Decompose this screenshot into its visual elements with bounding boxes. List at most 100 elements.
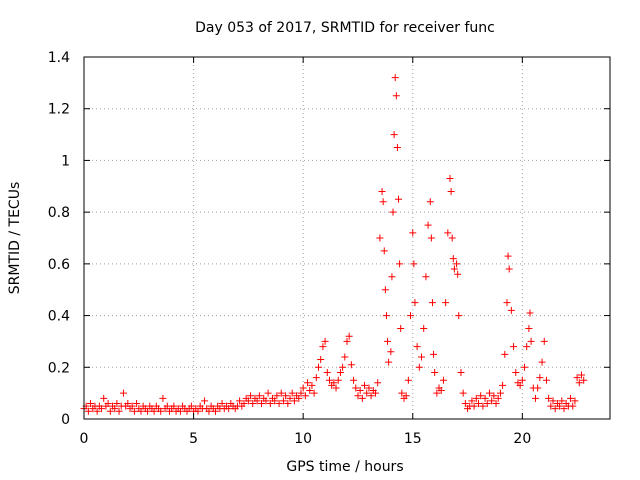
chart-title: Day 053 of 2017, SRMTID for receiver fun… xyxy=(195,20,495,36)
data-point xyxy=(393,144,401,151)
data-point xyxy=(494,394,502,402)
data-point xyxy=(407,312,415,320)
data-point xyxy=(410,260,418,268)
data-point xyxy=(488,397,496,405)
gridlines xyxy=(84,57,610,419)
data-point xyxy=(376,234,384,242)
data-point xyxy=(481,394,489,402)
data-point xyxy=(510,343,518,351)
data-point xyxy=(449,255,457,263)
data-point xyxy=(236,397,244,405)
data-point xyxy=(104,399,112,407)
data-point xyxy=(573,374,581,382)
data-point xyxy=(273,392,281,400)
data-point xyxy=(388,273,396,281)
data-point xyxy=(382,312,390,320)
data-point xyxy=(137,407,145,415)
data-point xyxy=(453,260,461,268)
data-point xyxy=(492,399,500,407)
y-tick-label: 0.8 xyxy=(48,205,70,221)
data-point xyxy=(475,399,482,407)
data-point xyxy=(472,394,480,402)
data-point xyxy=(115,407,123,415)
data-point xyxy=(194,407,202,415)
data-point xyxy=(282,392,290,400)
data-point xyxy=(518,376,526,384)
data-point xyxy=(358,394,366,402)
data-point xyxy=(100,394,108,402)
data-point xyxy=(379,198,387,206)
data-point xyxy=(501,350,509,358)
data-point xyxy=(352,384,360,392)
data-point xyxy=(319,343,327,351)
data-point xyxy=(339,363,347,371)
data-point xyxy=(176,407,184,415)
data-point xyxy=(418,353,426,361)
data-point xyxy=(128,402,136,410)
data-point xyxy=(402,392,410,400)
data-point xyxy=(427,234,435,242)
data-point xyxy=(332,384,340,392)
data-point xyxy=(84,407,92,415)
data-point xyxy=(240,399,248,407)
data-point xyxy=(433,389,441,397)
data-point xyxy=(218,399,226,407)
data-point xyxy=(225,405,233,413)
x-tick-label: 5 xyxy=(189,431,198,447)
data-point xyxy=(330,379,338,387)
data-point xyxy=(279,397,287,405)
data-point xyxy=(380,247,388,255)
data-point xyxy=(551,405,559,413)
data-point xyxy=(365,384,373,392)
data-point xyxy=(343,337,351,345)
data-point xyxy=(516,381,524,389)
data-point xyxy=(277,389,285,397)
data-point xyxy=(304,379,312,387)
data-point xyxy=(87,399,95,407)
data-point xyxy=(450,265,458,273)
data-point xyxy=(205,407,213,415)
data-point xyxy=(567,394,575,402)
data-point xyxy=(381,286,389,294)
data-point xyxy=(266,399,274,407)
data-point xyxy=(490,392,498,400)
data-point xyxy=(286,394,294,402)
data-point xyxy=(525,325,533,332)
data-point xyxy=(428,299,436,307)
data-point xyxy=(255,392,263,400)
data-point xyxy=(264,389,272,397)
data-point xyxy=(420,325,428,332)
data-point xyxy=(336,368,344,376)
data-point xyxy=(312,374,320,382)
data-point xyxy=(297,389,305,397)
data-point xyxy=(106,407,114,415)
data-point xyxy=(477,392,485,400)
data-point xyxy=(468,397,476,405)
data-point xyxy=(431,368,439,376)
data-point xyxy=(244,397,252,405)
data-point xyxy=(301,392,309,400)
data-point xyxy=(295,394,303,402)
data-point xyxy=(479,402,487,410)
data-point xyxy=(444,229,452,237)
data-point xyxy=(404,376,412,384)
data-point xyxy=(454,270,462,278)
data-point xyxy=(133,399,141,407)
data-point xyxy=(385,358,393,366)
data-point xyxy=(350,376,358,384)
data-point xyxy=(521,363,529,371)
x-tick-label: 20 xyxy=(513,431,531,447)
data-point xyxy=(411,299,419,307)
data-point xyxy=(398,389,406,397)
data-point xyxy=(347,361,355,369)
data-point xyxy=(247,392,255,400)
data-point xyxy=(496,389,504,397)
data-point xyxy=(542,376,550,384)
data-point xyxy=(534,384,542,392)
data-point xyxy=(549,397,557,405)
data-point xyxy=(345,332,353,340)
y-tick-label: 1.2 xyxy=(48,102,70,118)
y-tick-labels: 0 0.2 0.4 0.6 0.8 1 1.2 1.4 xyxy=(48,50,70,428)
data-point xyxy=(556,402,564,410)
